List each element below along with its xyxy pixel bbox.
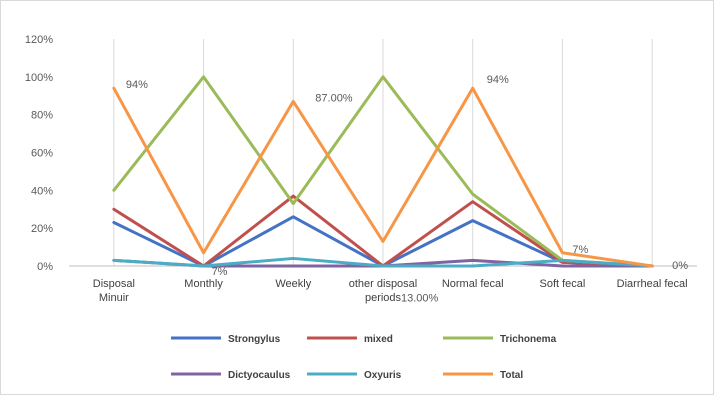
y-tick-label: 80%: [31, 110, 53, 122]
legend-label: Dictyocaulus: [228, 370, 291, 381]
legend-label: Oxyuris: [364, 370, 402, 381]
data-labels: 94% 7% 87.00% 13.00% 94% 7% 0%: [126, 74, 688, 304]
legend-label: mixed: [364, 334, 393, 345]
series-line-oxyuris: [112, 256, 654, 268]
legend-label: Strongylus: [228, 334, 281, 345]
y-tick-label: 60%: [31, 148, 53, 160]
y-tick-label: 100%: [25, 72, 53, 84]
data-label: 94%: [487, 74, 509, 86]
y-tick-label: 120%: [25, 34, 53, 46]
legend: Strongylus mixed Trichonema Dictyocaulus Oxy…: [171, 334, 557, 381]
data-label: 94%: [126, 79, 148, 91]
x-category-label: Weekly: [275, 278, 311, 290]
x-axis-category-labels: Disposal Minuir Monthly Weekly other disposa…: [93, 278, 688, 304]
plot-area-background: [56, 31, 706, 267]
legend-label: Trichonema: [500, 334, 557, 345]
data-label: 7%: [572, 244, 588, 256]
legend-label: Total: [500, 370, 523, 381]
x-category-label: Diarrheal fecal: [617, 278, 688, 290]
data-label: 13.00%: [401, 292, 439, 304]
series-line-total: [112, 86, 654, 268]
x-category-label: Disposal Minuir: [93, 278, 135, 304]
line-chart: 0% 20% 40% 60% 80% 100% 120% Disposal Minuir Mon…: [25, 31, 706, 381]
data-label: 87.00%: [315, 92, 353, 104]
series-lines: [112, 75, 654, 268]
data-label: 7%: [212, 266, 228, 278]
y-axis-tick-labels: 0% 20% 40% 60% 80% 100% 120%: [25, 34, 53, 273]
data-label: 0%: [672, 260, 688, 272]
y-tick-label: 40%: [31, 185, 53, 197]
y-tick-label: 0%: [37, 261, 53, 273]
x-category-label: Soft fecal: [539, 278, 585, 290]
x-category-label: Monthly: [184, 278, 223, 290]
y-tick-label: 20%: [31, 223, 53, 235]
x-category-label: Normal fecal: [442, 278, 504, 290]
x-category-label: other disposal periods: [349, 278, 418, 304]
